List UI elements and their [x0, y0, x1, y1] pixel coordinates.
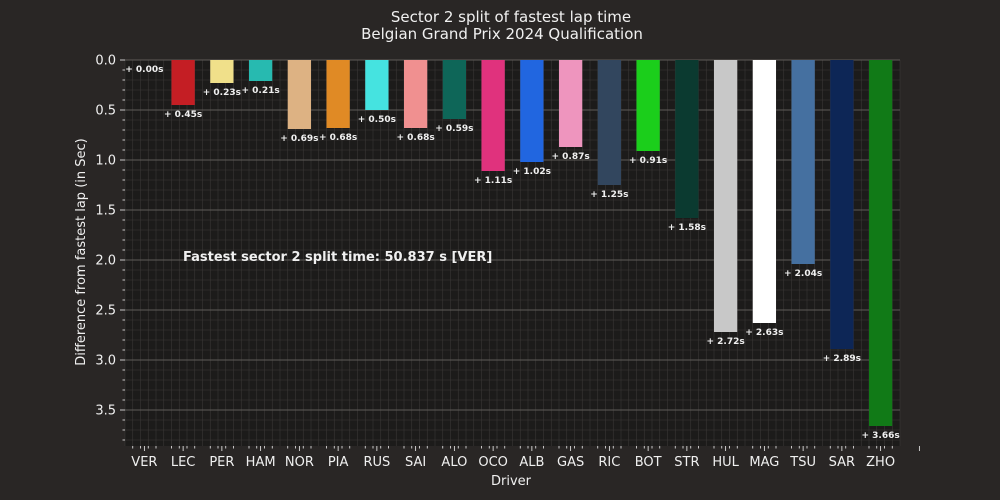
grid — [124, 59, 901, 446]
bar-data-label: + 1.11s — [474, 176, 512, 186]
bar — [249, 60, 273, 81]
bar — [636, 60, 660, 151]
x-tick-label: ALB — [519, 455, 544, 470]
bar — [752, 60, 776, 323]
x-tick-label: SAI — [405, 455, 426, 470]
x-tick-label: OCO — [478, 455, 508, 470]
bar-data-label: + 0.68s — [319, 133, 357, 143]
bar-data-label: + 2.89s — [823, 354, 861, 364]
y-axis-label: Difference from fastest lap (in Sec) — [74, 138, 89, 365]
bar-data-label: + 0.91s — [629, 156, 667, 166]
bar-labels: + 0.00s+ 0.45s+ 0.23s + 0.21s+ 0.69s + 0.6… — [125, 65, 900, 441]
x-tick-label: STR — [674, 455, 699, 470]
bar-data-label: + 1.25s — [590, 190, 628, 200]
bar-data-label: + 0.69s — [280, 134, 318, 144]
y-tick-label: 1.0 — [95, 154, 116, 169]
x-axis: VER LEC PER HAM NOR PIA RUS SAI ALO OCO ALB GAS RIC B… — [131, 446, 920, 470]
x-tick-label: MAG — [749, 455, 779, 470]
x-axis-label: Driver — [491, 474, 532, 489]
bar — [869, 60, 893, 426]
x-tick-label: ALO — [441, 455, 467, 470]
x-tick-label: NOR — [285, 455, 314, 470]
y-tick-label: 0.5 — [95, 104, 116, 119]
bar-data-label: + 3.66s — [862, 431, 900, 441]
bar — [171, 60, 195, 105]
annotation: Fastest sector 2 split time: 50.837 s [V… — [183, 250, 492, 265]
bar-data-label: + 0.23s — [203, 88, 241, 98]
x-tick-label: RUS — [363, 455, 390, 470]
y-tick-label: 3.5 — [95, 404, 116, 419]
x-tick-label: GAS — [557, 455, 584, 470]
bar-data-label: + 0.87s — [552, 152, 590, 162]
x-tick-label: HAM — [246, 455, 276, 470]
bar-data-label: + 0.00s — [125, 65, 163, 75]
bar — [791, 60, 815, 264]
bar — [404, 60, 428, 128]
bar-data-label: + 1.02s — [513, 167, 551, 177]
x-tick-label: BOT — [635, 455, 662, 470]
bars — [171, 60, 893, 426]
bar — [714, 60, 738, 332]
bar — [287, 60, 311, 129]
bar-data-label: + 1.58s — [668, 223, 706, 233]
x-tick-label: TSU — [789, 455, 816, 470]
chart-subtitle: Belgian Grand Prix 2024 Qualification — [361, 25, 643, 43]
x-tick-label: SAR — [829, 455, 855, 470]
x-tick-label: LEC — [171, 455, 196, 470]
bar — [442, 60, 466, 119]
y-tick-label: 2.5 — [95, 304, 116, 319]
bar — [830, 60, 854, 349]
bar-data-label: + 0.45s — [164, 110, 202, 120]
bar-data-label: + 2.63s — [745, 328, 783, 338]
bar-data-label: + 0.68s — [397, 133, 435, 143]
bar — [326, 60, 350, 128]
bar — [597, 60, 621, 185]
x-tick-label: RIC — [598, 455, 620, 470]
bar-data-label: + 0.50s — [358, 115, 396, 125]
bar — [675, 60, 699, 218]
bar — [365, 60, 389, 110]
x-tick-label: PIA — [328, 455, 349, 470]
x-tick-label: PER — [209, 455, 234, 470]
y-tick-label: 0.0 — [95, 54, 116, 69]
bar-data-label: + 2.72s — [707, 337, 745, 347]
bar — [210, 60, 234, 83]
bar-data-label: + 0.21s — [242, 86, 280, 96]
y-axis: 0.0 0.5 1.0 1.5 2.0 2.5 3.0 3.5 — [95, 54, 125, 441]
y-tick-label: 3.0 — [95, 354, 116, 369]
bar-data-label: + 0.59s — [435, 124, 473, 134]
y-tick-label: 2.0 — [95, 254, 116, 269]
x-tick-label: HUL — [712, 455, 739, 470]
bar-data-label: + 2.04s — [784, 269, 822, 279]
y-tick-label: 1.5 — [95, 204, 116, 219]
bar — [559, 60, 583, 147]
bar — [520, 60, 544, 162]
chart-title: Sector 2 split of fastest lap time — [391, 8, 631, 26]
x-tick-label: ZHO — [866, 455, 895, 470]
x-tick-label: VER — [131, 455, 157, 470]
bar — [481, 60, 505, 171]
